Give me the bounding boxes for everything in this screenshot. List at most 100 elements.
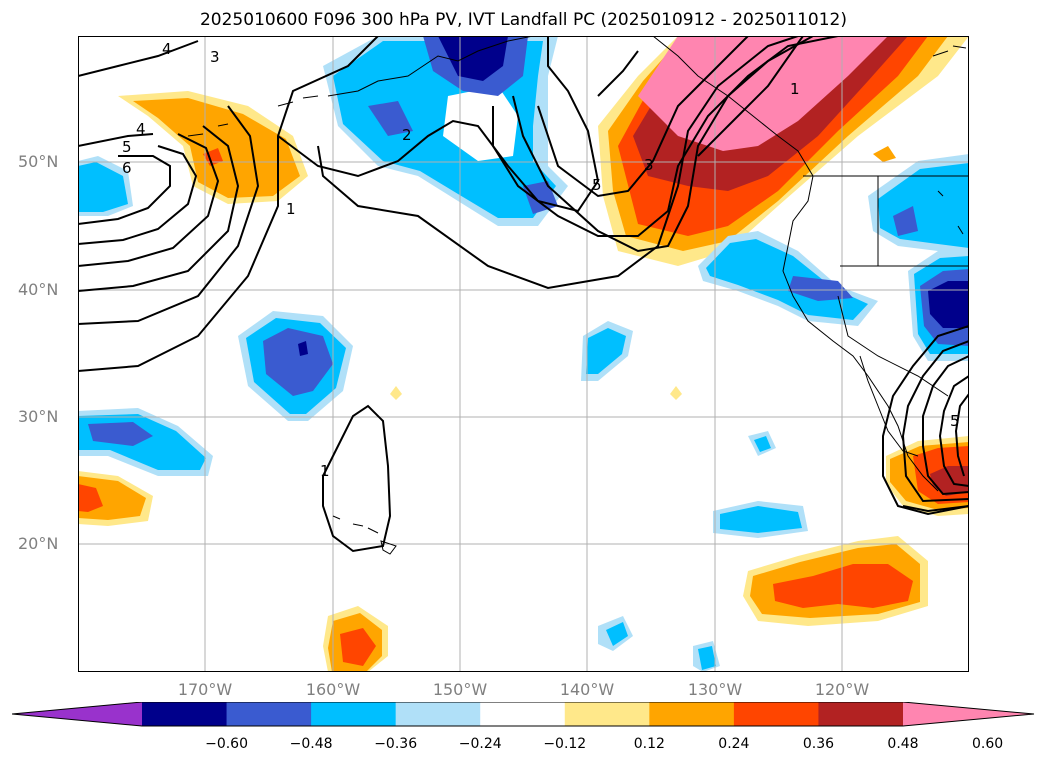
lat-label: 40°N xyxy=(18,280,59,299)
pv-contour-trough-2 xyxy=(512,36,814,253)
contour-label: 2 xyxy=(402,126,412,144)
negative-region-central-navy xyxy=(298,341,308,356)
colorbar-segment xyxy=(480,702,566,726)
colorbar-segment xyxy=(649,702,735,726)
contour-label: 4 xyxy=(136,120,146,138)
pv-contour-east-3 xyxy=(922,355,969,496)
colorbar-segment xyxy=(311,702,397,726)
negative-region-coast-royal xyxy=(788,276,853,301)
pv-contour-trough-3 xyxy=(492,36,839,237)
colorbar xyxy=(12,702,1035,727)
positive-region-small-c xyxy=(873,146,896,162)
positive-region-south-red xyxy=(340,628,376,666)
negative-region-small-g-blue xyxy=(698,646,716,670)
contour-label: 6 xyxy=(122,159,132,177)
positive-region-small-b xyxy=(670,386,682,400)
lat-label: 50°N xyxy=(18,152,59,171)
negative-region-northeast-royal xyxy=(893,206,918,236)
contour-label: 1 xyxy=(286,200,296,218)
lon-label: 120°W xyxy=(814,680,870,699)
negative-region-southwest-blue xyxy=(78,414,206,470)
pv-contour-6-west xyxy=(78,155,171,225)
lon-label: 130°W xyxy=(687,680,743,699)
coastline-north-america xyxy=(652,36,939,492)
negative-region-gulf-royal2 xyxy=(523,181,558,214)
colorbar-segment xyxy=(226,702,312,726)
pv-contour-trough-1 xyxy=(317,36,799,290)
contour-label: 3 xyxy=(644,156,654,174)
pv-contour-1-west xyxy=(78,36,379,372)
pv-contour-southeast xyxy=(902,505,969,513)
coastline-alaska xyxy=(327,36,534,97)
gridlines xyxy=(78,36,969,672)
contour-label: 5 xyxy=(122,138,132,156)
contour-label: 1 xyxy=(320,462,330,480)
colorbar-segment xyxy=(142,702,228,726)
lon-label: 140°W xyxy=(559,680,615,699)
pv-contour-east-4 xyxy=(938,375,969,487)
negative-region-central-royal xyxy=(263,328,333,396)
positive-region-alaska-pink xyxy=(638,36,888,151)
contour-labels: 4 3 4 5 6 1 2 5 3 1 1 5 xyxy=(122,40,960,480)
pv-contour-5-west xyxy=(78,145,198,245)
lon-label: 160°W xyxy=(305,680,361,699)
pv-contour-east-2 xyxy=(901,340,969,503)
pc-shading xyxy=(78,36,969,672)
coastline-aleutians xyxy=(187,95,319,137)
colorbar-tick-label: −0.48 xyxy=(289,736,333,752)
pv-contour-1-closed xyxy=(322,404,392,553)
pv-contour-4-west xyxy=(78,133,220,267)
colorbar-tick-label: 0.12 xyxy=(633,736,665,752)
colorbar-tick-label: −0.36 xyxy=(374,736,418,752)
negative-region-east-small-blue xyxy=(586,328,626,374)
coastlines xyxy=(187,36,969,555)
pv-contour-ridge xyxy=(597,36,804,157)
colorbar-tick-label: 0.48 xyxy=(887,736,919,752)
colorbar-tick-label: 0.60 xyxy=(971,736,1004,752)
pv-contour-2 xyxy=(277,36,600,213)
pv-contour-trough-4 xyxy=(537,36,749,198)
pv-contour-east-5 xyxy=(954,393,969,477)
negative-region-southwest-royal xyxy=(88,422,153,446)
negative-region-east-navy xyxy=(928,281,969,328)
colorbar-tick-label: 0.24 xyxy=(718,736,750,752)
contour-label: 5 xyxy=(950,412,960,430)
contour-label: 4 xyxy=(162,40,172,58)
positive-region-southeast-darkred xyxy=(930,466,969,496)
negative-region-small-f-blue xyxy=(606,622,628,646)
pv-contour-2-west xyxy=(78,105,260,325)
negative-region-small-d-blue xyxy=(754,436,771,452)
lat-label: 30°N xyxy=(18,407,59,426)
positive-region-small-a xyxy=(390,386,402,400)
negative-region-far-west-blue xyxy=(78,162,128,212)
negative-region-gulf-white xyxy=(443,86,518,161)
coastline-baja xyxy=(859,355,919,457)
map-panel: 4 3 4 5 6 1 2 5 3 1 1 5 xyxy=(78,36,969,672)
pv-contour-top-west xyxy=(78,40,199,147)
pv-contours xyxy=(78,36,969,553)
contour-label: 1 xyxy=(790,80,800,98)
map-title: 2025010600 F096 300 hPa PV, IVT Landfall… xyxy=(199,10,847,30)
lat-label: 20°N xyxy=(18,534,59,553)
coastline-hawaii xyxy=(332,515,397,555)
negative-region-gulf-royal xyxy=(368,101,413,136)
positive-region-west-orange xyxy=(133,98,300,198)
colorbar-segments xyxy=(12,702,1034,726)
colorbar-tick-label: 0.36 xyxy=(802,736,835,752)
colorbar-segment xyxy=(564,702,650,726)
colorbar-segment xyxy=(818,702,904,726)
colorbar-extend-high xyxy=(903,702,1034,726)
colorbar-tick-label: −0.12 xyxy=(543,736,587,752)
colorbar-tick-label: −0.60 xyxy=(205,736,248,752)
state-borders xyxy=(803,175,969,397)
positive-region-subtropical-red xyxy=(773,564,913,608)
colorbar-extend-low xyxy=(12,702,142,726)
negative-region-small-e-blue xyxy=(720,506,802,533)
lon-label: 170°W xyxy=(177,680,233,699)
colorbar-segment xyxy=(395,702,481,726)
colorbar-tick-label: −0.24 xyxy=(458,736,502,752)
contour-label: 5 xyxy=(592,176,602,194)
contour-label: 3 xyxy=(210,48,220,66)
colorbar-segment xyxy=(733,702,819,726)
positive-region-southwest-red xyxy=(78,484,103,512)
